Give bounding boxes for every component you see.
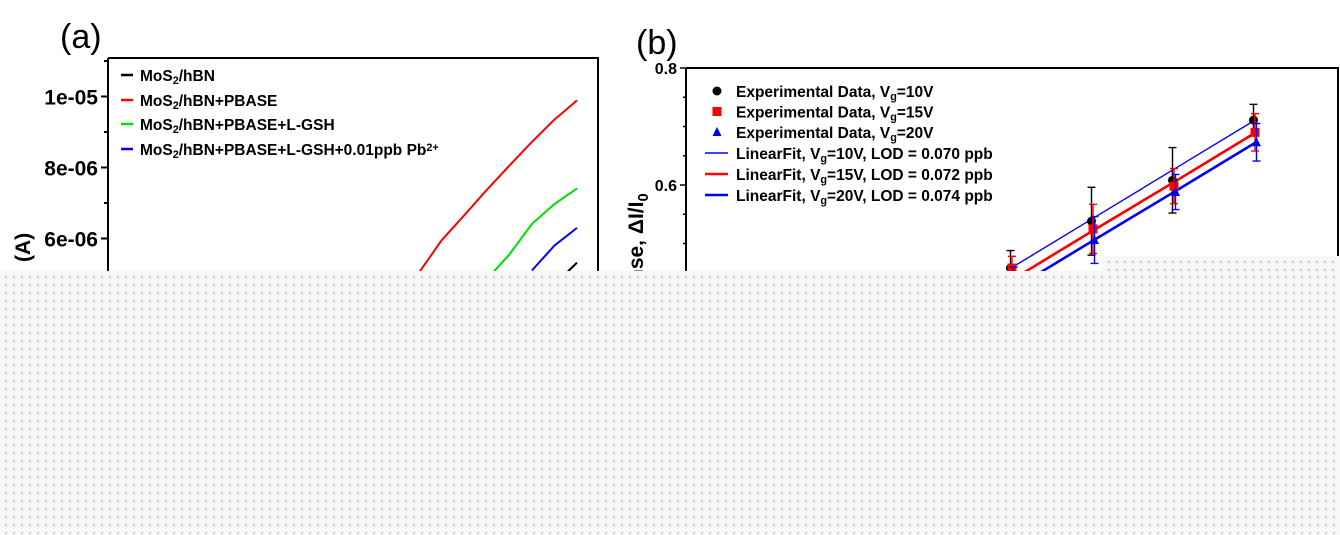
chart-a-y-axis-label: (A) bbox=[12, 233, 35, 262]
chart-b-fit-line-2 bbox=[1011, 141, 1256, 291]
chart-b-legend-label-part: =15V, LOD = 0.072 ppb bbox=[827, 167, 993, 184]
dotted-overlay bbox=[0, 271, 1340, 535]
chart-b-data-point bbox=[1169, 181, 1179, 191]
chart-b-legend-label: LinearFit, Vg=15V, LOD = 0.072 ppb bbox=[736, 167, 993, 186]
chart-a-legend-label-part: 2 bbox=[173, 100, 179, 112]
chart-a-legend-label-part: MoS bbox=[140, 142, 173, 159]
chart-b-frame bbox=[686, 67, 1339, 300]
chart-b-legend-marker bbox=[712, 127, 722, 136]
panel-b-label: (b) bbox=[636, 24, 678, 62]
chart-b-data-point bbox=[1252, 137, 1261, 147]
chart-b-legend-label-part: =10V, LOD = 0.070 ppb bbox=[827, 146, 993, 163]
dotted-overlay-step bbox=[1103, 256, 1340, 272]
chart-b-y-axis-label-part: nse, ΔI/I bbox=[625, 202, 648, 282]
chart-b-legend-label-part: g bbox=[890, 132, 897, 144]
chart-b-data-point bbox=[1250, 127, 1260, 137]
chart-a-legend-label-part: 2 bbox=[173, 149, 179, 161]
chart-b-legend-label-part: =20V bbox=[897, 125, 934, 142]
chart-b-legend-marker bbox=[712, 107, 722, 116]
chart-a-legend-label: MoS2/hBN+PBASE bbox=[140, 93, 277, 112]
chart-b-data-point bbox=[1249, 115, 1258, 125]
chart-b-legend-label-part: =20V, LOD = 0.074 ppb bbox=[827, 188, 993, 205]
chart-a-legend-label-part: 2 bbox=[173, 124, 179, 136]
chart-a-legend-label-part: /hBN+PBASE bbox=[179, 93, 278, 110]
chart-b-legend-label-part: Experimental Data, V bbox=[736, 84, 891, 101]
chart-b-y-axis-label: nse, ΔI/I0 bbox=[625, 193, 652, 282]
chart-b-legend-label: Experimental Data, Vg=10V bbox=[736, 84, 934, 103]
chart-a-series-line-2 bbox=[485, 187, 578, 280]
chart-b-legend-label: Experimental Data, Vg=20V bbox=[736, 125, 934, 144]
chart-b-legend-label-part: g bbox=[820, 195, 827, 207]
chart-a-legend-label-part: MoS bbox=[140, 93, 173, 110]
chart-b-y-tick-label: 0.8 bbox=[655, 61, 677, 78]
chart-b-legend-label-part: g bbox=[820, 174, 827, 186]
chart-a-series-line-1 bbox=[418, 99, 578, 274]
chart-a-legend-label-part: MoS bbox=[140, 68, 173, 85]
chart-a-legend-label-part: /hBN bbox=[179, 68, 215, 85]
chart-a-legend-label-part: 2+ bbox=[426, 142, 438, 154]
chart-b-data-point bbox=[1007, 263, 1017, 273]
chart-a-y-tick-label: 1e-05 bbox=[44, 87, 98, 110]
chart-a-y-tick-label: 8e-06 bbox=[44, 158, 98, 181]
chart-a-y-tick-label: 6e-06 bbox=[44, 229, 98, 252]
chart-a-legend-label: MoS2/hBN+PBASE+L-GSH bbox=[140, 117, 335, 136]
chart-b-legend-label: LinearFit, Vg=10V, LOD = 0.070 ppb bbox=[736, 146, 993, 165]
chart-b-fit-line-1 bbox=[1011, 131, 1256, 281]
chart-b-legend-label-part: g bbox=[820, 153, 827, 165]
chart-b-legend-label-part: LinearFit, V bbox=[736, 146, 821, 163]
chart-b-legend-label-part: LinearFit, V bbox=[736, 188, 821, 205]
chart-a-legend-label-part: MoS bbox=[140, 117, 173, 134]
chart-b-data-point bbox=[1171, 187, 1180, 197]
chart-b-legend-label-part: g bbox=[890, 112, 897, 124]
chart-a-legend-label-part: /hBN+PBASE+L-GSH+0.01ppb Pb bbox=[179, 142, 427, 159]
panel-a-label: (a) bbox=[60, 18, 102, 56]
chart-b-legend-label-part: =10V bbox=[897, 84, 934, 101]
chart-a-legend-label-part: 2 bbox=[173, 75, 179, 87]
chart-a-legend-label-part: /hBN+PBASE+L-GSH bbox=[179, 117, 335, 134]
chart-b-legend-label: Experimental Data, Vg=15V bbox=[736, 105, 934, 124]
chart-a-frame bbox=[108, 57, 599, 300]
chart-b-fit-line-0 bbox=[1011, 119, 1256, 269]
chart-b-legend-label-part: Experimental Data, V bbox=[736, 105, 891, 122]
chart-b-legend-label-part: Experimental Data, V bbox=[736, 125, 891, 142]
chart-a-legend-label: MoS2/hBN+PBASE+L-GSH+0.01ppb Pb2+ bbox=[140, 142, 439, 162]
chart-b-legend-label-part: LinearFit, V bbox=[736, 167, 821, 184]
chart-b-data-point bbox=[1087, 216, 1096, 226]
chart-b-data-point bbox=[1088, 224, 1098, 234]
chart-b-y-tick-label: 0.6 bbox=[655, 178, 677, 195]
chart-b-y-axis-label-part: 0 bbox=[636, 193, 652, 201]
chart-a-legend-label: MoS2/hBN bbox=[140, 68, 215, 87]
chart-b-legend-label: LinearFit, Vg=20V, LOD = 0.074 ppb bbox=[736, 188, 993, 207]
chart-b-data-point bbox=[1090, 234, 1099, 244]
chart-a-series-line-3 bbox=[531, 227, 578, 272]
chart-b-legend-marker bbox=[712, 86, 722, 96]
chart-b-legend-label-part: =15V bbox=[897, 105, 934, 122]
chart-a: 1e-058e-066e-06(A)MoS2/hBNMoS2/hBN+PBASE… bbox=[12, 57, 599, 300]
chart-b-legend-label-part: g bbox=[890, 91, 897, 103]
